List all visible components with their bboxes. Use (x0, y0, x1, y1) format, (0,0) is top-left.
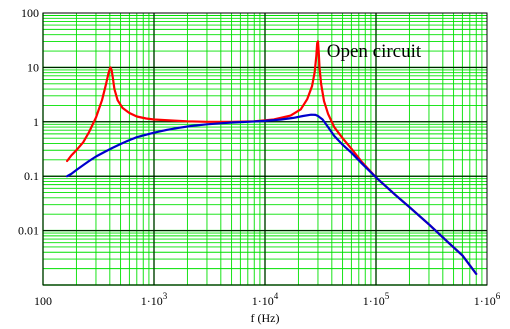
grid-minor-lines (43, 13, 487, 285)
x-tick-base: 1·10 (474, 294, 496, 308)
x-axis-title: f (Hz) (251, 311, 280, 325)
y-tick-label: 0.1 (24, 169, 39, 183)
x-tick-exponent: 3 (163, 291, 168, 301)
series-line-1 (65, 113, 478, 275)
x-tick-base: 100 (34, 294, 52, 308)
x-tick-exponent: 5 (385, 291, 390, 301)
y-tick-label: 100 (21, 6, 39, 20)
x-tick-base: 1·10 (363, 294, 385, 308)
y-tick-labels: 100 10 1 0.1 0.01 (18, 6, 39, 238)
open-circuit-annotation: Open circuit (327, 41, 422, 62)
y-tick-label: 1 (33, 115, 39, 129)
x-tick-exponent: 6 (496, 291, 501, 301)
x-tick-label: 1·105 (363, 291, 390, 308)
x-tick-label: 100 (34, 294, 52, 308)
x-tick-label: 1·106 (474, 291, 501, 308)
y-tick-label: 0.01 (18, 224, 39, 238)
plot-frame (42, 12, 488, 286)
x-tick-label: 1·103 (141, 291, 168, 308)
series-layer (65, 40, 478, 275)
x-tick-exponent: 4 (274, 291, 279, 301)
x-tick-base: 1·10 (252, 294, 274, 308)
x-tick-label: 1·104 (252, 291, 279, 308)
x-tick-base: 1·10 (141, 294, 163, 308)
x-tick-labels: 100 1·103 1·104 1·105 1·106 (34, 291, 501, 308)
y-tick-label: 10 (27, 60, 39, 74)
